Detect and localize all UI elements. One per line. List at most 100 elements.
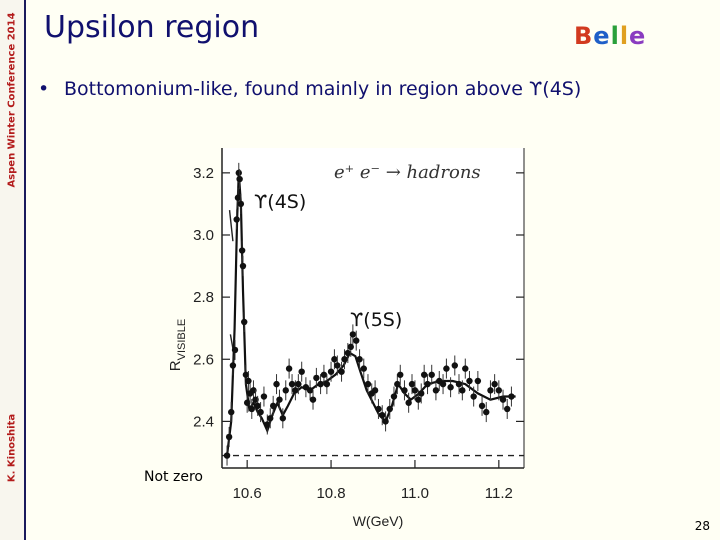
data-point	[273, 380, 280, 388]
data-point	[401, 387, 408, 394]
data-point	[386, 405, 393, 413]
data-point	[397, 371, 404, 378]
bullet-marker-icon: •	[38, 78, 50, 100]
data-point	[508, 393, 515, 400]
data-point	[334, 362, 341, 369]
bullet-text: Bottomonium-like, found mainly in region…	[64, 78, 582, 100]
logo-letter: B	[574, 22, 594, 50]
upsilon-5s-label: ϒ(5S)	[350, 309, 402, 331]
data-point	[242, 371, 250, 378]
data-point	[282, 387, 289, 394]
data-point	[323, 380, 331, 388]
upsilon-4s-label: ϒ(4S)	[254, 191, 306, 213]
data-point	[327, 368, 335, 375]
y-tick-label: 2.8	[193, 289, 214, 306]
data-point	[234, 194, 242, 201]
data-point	[338, 368, 345, 375]
data-point	[279, 415, 287, 422]
data-point	[432, 387, 440, 394]
data-point	[331, 356, 338, 363]
logo-letter: e	[593, 22, 611, 50]
data-point	[254, 402, 261, 410]
data-point	[239, 262, 247, 270]
data-point	[344, 349, 352, 357]
data-point	[474, 377, 482, 385]
y-tick-label: 3.0	[193, 227, 214, 244]
data-point	[223, 452, 231, 459]
bullet-point: • Bottomonium-like, found mainly in regio…	[38, 78, 581, 100]
logo-letter: e	[629, 22, 647, 50]
data-point	[487, 387, 494, 394]
data-point	[233, 216, 240, 223]
data-point	[418, 390, 425, 397]
data-point	[408, 380, 416, 388]
data-point	[243, 399, 251, 406]
data-point	[375, 405, 382, 413]
data-point	[295, 380, 302, 388]
data-point	[238, 247, 246, 254]
data-point	[267, 415, 274, 422]
data-point	[411, 387, 419, 394]
data-point	[371, 387, 379, 394]
data-point	[228, 408, 235, 416]
data-point	[394, 380, 401, 388]
y-axis-label-sub: VISIBLE	[176, 319, 188, 361]
data-point	[470, 393, 477, 400]
data-point	[235, 169, 242, 177]
data-point	[260, 393, 268, 400]
sidebar: Aspen Winter Conference 2014 K. Kinoshit…	[0, 0, 26, 540]
data-point	[447, 384, 454, 391]
data-point	[264, 421, 271, 428]
x-tick-label: 11.0	[401, 485, 429, 502]
data-point	[269, 402, 277, 410]
not-zero-label: Not zero	[144, 469, 203, 485]
y-tick-label: 2.4	[193, 413, 214, 430]
data-point	[491, 380, 498, 388]
data-point	[229, 362, 237, 369]
data-point	[231, 346, 239, 354]
data-point	[353, 337, 360, 344]
x-tick-label: 10.8	[316, 485, 345, 502]
data-point	[320, 371, 328, 378]
data-point	[360, 365, 367, 372]
data-point	[292, 387, 299, 394]
data-point	[313, 374, 320, 382]
data-point	[298, 368, 305, 375]
data-point	[379, 411, 386, 419]
data-point	[439, 380, 447, 388]
data-point	[478, 402, 486, 410]
data-point	[347, 343, 354, 351]
slide-title: Upsilon region	[44, 10, 260, 45]
data-point	[225, 433, 233, 441]
data-point	[317, 380, 324, 388]
data-point	[405, 399, 412, 406]
data-point	[341, 356, 348, 363]
y-axis-label: RVISIBLE	[167, 319, 188, 371]
data-point	[349, 331, 357, 338]
data-point	[415, 396, 422, 403]
data-point	[245, 377, 252, 385]
logo-letter: l	[619, 22, 630, 50]
data-point	[451, 362, 458, 369]
y-tick-label: 3.2	[193, 165, 214, 182]
data-point	[382, 418, 389, 425]
data-point	[462, 365, 469, 372]
page-number: 28	[694, 519, 710, 533]
data-point	[237, 200, 245, 208]
data-point	[276, 396, 283, 403]
data-point	[499, 396, 507, 403]
data-point	[424, 380, 431, 388]
x-tick-label: 10.6	[233, 485, 262, 502]
data-point	[356, 356, 363, 363]
data-point	[455, 380, 463, 388]
data-point	[390, 393, 398, 400]
logo-letter: l	[610, 22, 620, 50]
data-point	[466, 377, 473, 385]
data-point	[459, 387, 466, 394]
data-point	[248, 405, 255, 413]
data-point	[495, 387, 503, 394]
x-axis-label: W(GeV)	[353, 513, 404, 529]
data-point	[483, 408, 490, 416]
data-point	[236, 175, 243, 183]
